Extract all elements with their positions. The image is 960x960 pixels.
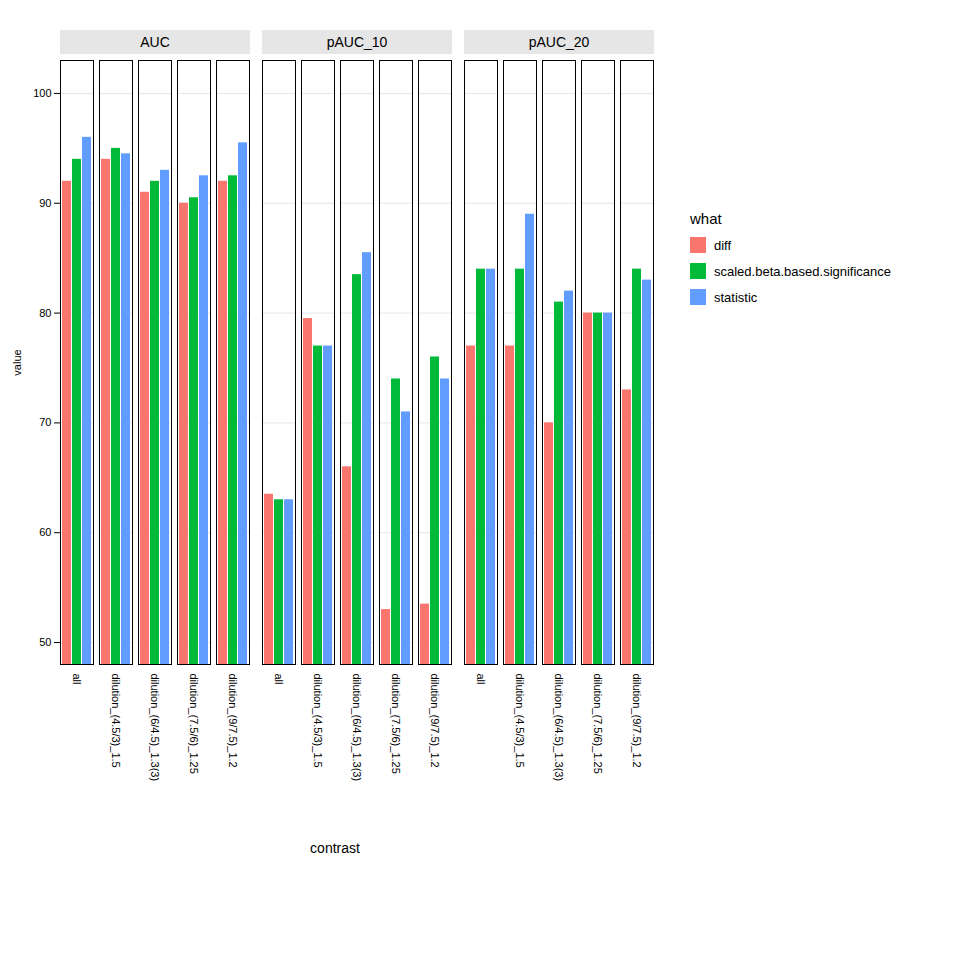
svg-text:60: 60 [39, 526, 51, 538]
svg-text:dilution_(4.5/3)_1.5: dilution_(4.5/3)_1.5 [110, 674, 122, 768]
svg-text:dilution_(4.5/3)_1.5: dilution_(4.5/3)_1.5 [312, 674, 324, 768]
html-text:diff: diff [714, 237, 732, 253]
html-text:pAUC_10: pAUC_10 [326, 34, 388, 50]
svg-text:dilution_(4.5/3)_1.5: dilution_(4.5/3)_1.5 [514, 674, 526, 768]
svg-text:100: 100 [33, 87, 51, 99]
svg-text:dilution_(7.5/6)_1.25: dilution_(7.5/6)_1.25 [592, 674, 604, 774]
svg-text:90: 90 [39, 197, 51, 209]
svg-text:dilution_(6/4.5)_1.3(3): dilution_(6/4.5)_1.3(3) [351, 674, 363, 782]
svg-text:70: 70 [39, 416, 51, 428]
svg-text:dilution_(9/7.5)_1.2: dilution_(9/7.5)_1.2 [429, 674, 441, 768]
html-text:pAUC_20: pAUC_20 [528, 34, 590, 50]
html-text:what: what [690, 210, 722, 227]
svg-text:all: all [273, 674, 285, 685]
svg-text:dilution_(7.5/6)_1.25: dilution_(7.5/6)_1.25 [390, 674, 402, 774]
svg-text:80: 80 [39, 307, 51, 319]
html-text:contrast: contrast [310, 840, 360, 856]
svg-text:dilution_(6/4.5)_1.3(3): dilution_(6/4.5)_1.3(3) [553, 674, 565, 782]
svg-text:value: value [11, 349, 23, 375]
html-text:statistic: statistic [714, 289, 758, 305]
svg-text:dilution_(9/7.5)_1.2: dilution_(9/7.5)_1.2 [631, 674, 643, 768]
svg-text:all: all [71, 674, 83, 685]
svg-text:50: 50 [39, 636, 51, 648]
svg-text:all: all [475, 674, 487, 685]
html-text:AUC: AUC [140, 34, 170, 50]
svg-text:dilution_(7.5/6)_1.25: dilution_(7.5/6)_1.25 [188, 674, 200, 774]
svg-text:dilution_(6/4.5)_1.3(3): dilution_(6/4.5)_1.3(3) [149, 674, 161, 782]
svg-text:dilution_(9/7.5)_1.2: dilution_(9/7.5)_1.2 [227, 674, 239, 768]
html-text:scaled.beta.based.significance: scaled.beta.based.significance [714, 263, 892, 279]
